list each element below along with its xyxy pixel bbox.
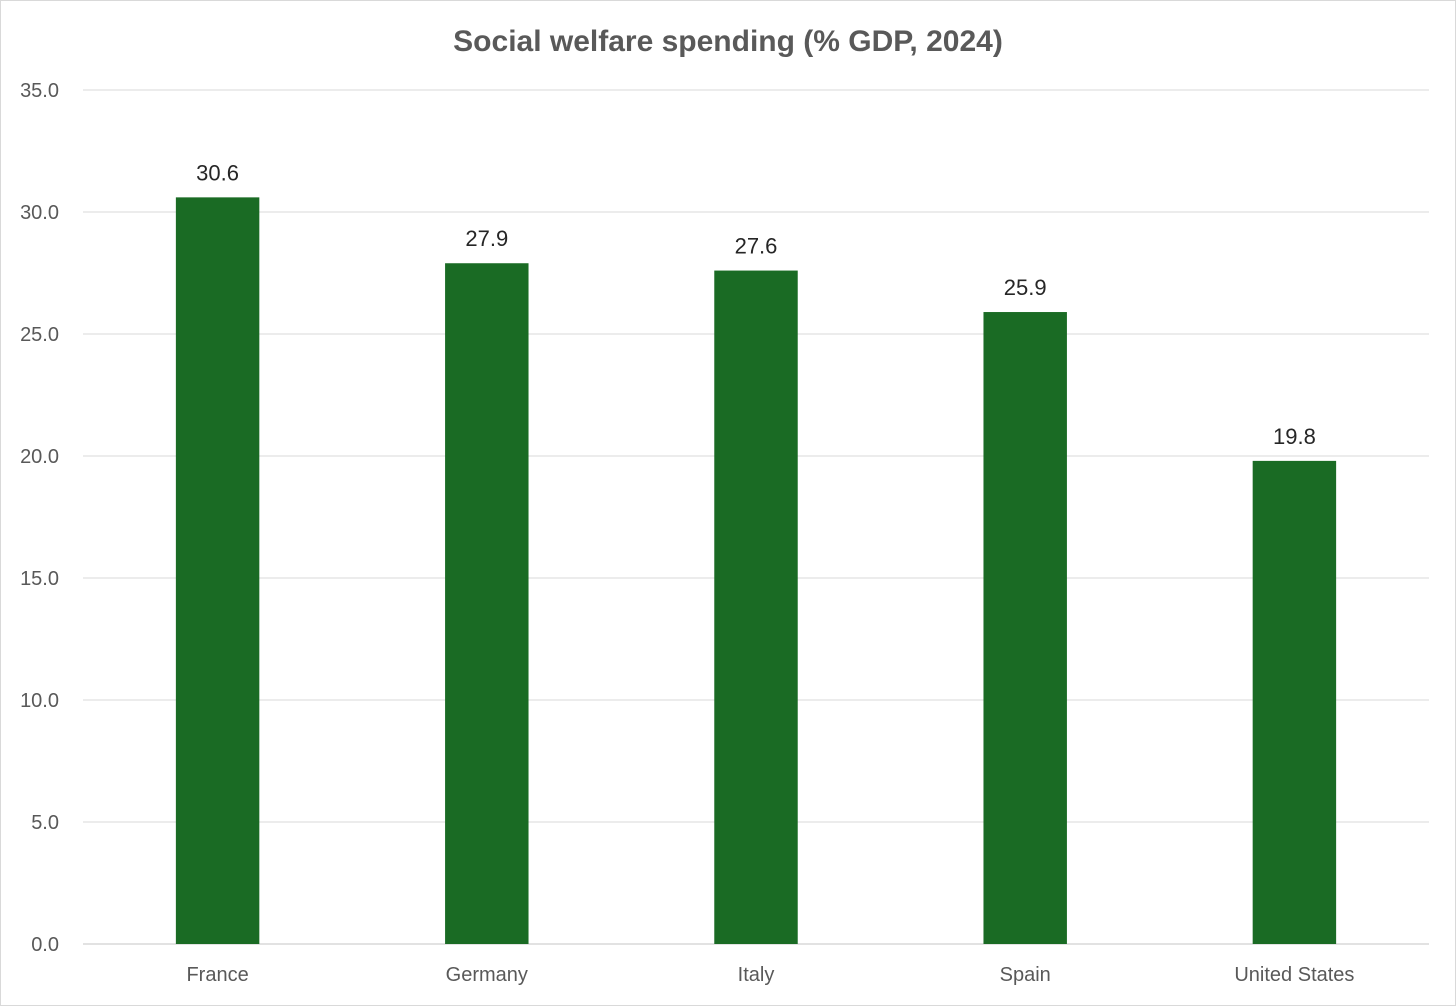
x-category-label: France	[186, 964, 248, 986]
y-tick-label: 0.0	[31, 934, 59, 956]
y-tick-label: 10.0	[20, 690, 59, 712]
data-label: 19.8	[1273, 424, 1316, 449]
y-tick-label: 15.0	[20, 568, 59, 590]
data-label: 27.9	[465, 226, 508, 251]
y-tick-label: 5.0	[31, 812, 59, 834]
x-category-label: Germany	[446, 964, 528, 986]
x-category-label: Italy	[738, 964, 775, 986]
bar-italy	[714, 270, 798, 944]
bar-spain	[983, 312, 1067, 944]
x-category-label: United States	[1234, 964, 1354, 986]
data-labels: 30.6 27.9 27.6 25.9 19.8	[196, 160, 1316, 449]
data-label: 25.9	[1004, 275, 1047, 300]
bar-united-states	[1252, 460, 1337, 944]
x-axis-categories: France Germany Italy Spain United States	[186, 964, 1354, 986]
y-tick-label: 35.0	[20, 80, 59, 102]
y-tick-label: 25.0	[20, 324, 59, 346]
chart-title: Social welfare spending (% GDP, 2024)	[453, 25, 1003, 58]
y-tick-label: 20.0	[20, 446, 59, 468]
data-label: 27.6	[735, 234, 778, 259]
bars	[175, 197, 1337, 945]
data-label: 30.6	[196, 160, 239, 185]
y-axis-ticks: 0.0 5.0 10.0 15.0 20.0 25.0 30.0 35.0	[20, 80, 59, 956]
y-tick-label: 30.0	[20, 202, 59, 224]
bar-france	[175, 197, 260, 945]
bar-germany	[445, 263, 529, 944]
x-category-label: Spain	[1000, 964, 1051, 986]
